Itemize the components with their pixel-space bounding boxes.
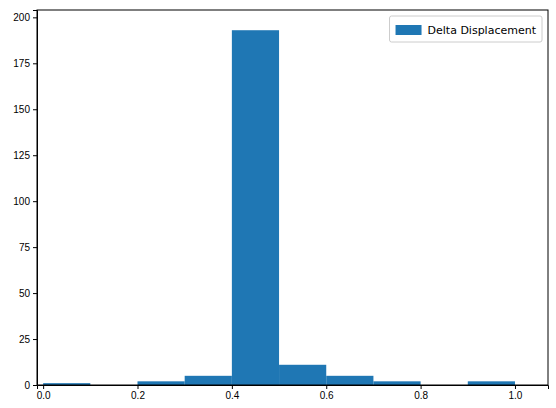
- y-tick-label: 0: [24, 380, 30, 391]
- x-tick-mark: [43, 385, 44, 389]
- x-axis-line: [38, 386, 549, 390]
- x-tick-label: 0.6: [320, 390, 334, 401]
- histogram-bar: [185, 376, 232, 385]
- y-tick: 200: [13, 12, 37, 23]
- x-tick: 0.2: [131, 385, 145, 401]
- x-tick-mark: [326, 385, 327, 389]
- y-tick-label: 150: [13, 104, 30, 115]
- x-tick-label: 0.0: [37, 390, 51, 401]
- y-tick-mark: [33, 17, 37, 18]
- x-tick-mark: [515, 385, 516, 389]
- legend-swatch: [396, 25, 422, 35]
- y-tick: 50: [19, 288, 37, 299]
- y-tick: 125: [13, 150, 37, 161]
- histogram-bar: [326, 376, 373, 385]
- x-tick: 0.6: [320, 385, 334, 401]
- histogram-bar: [279, 365, 326, 385]
- x-tick-label: 1.0: [509, 390, 523, 401]
- y-tick-mark: [33, 385, 37, 386]
- legend-item: Delta Displacement: [396, 24, 537, 37]
- y-tick-mark: [33, 247, 37, 248]
- plot: 0.0 0.2 0.4 0.6 0.8 1.0 0 25 50 75 100 125 150 175 200…: [13, 10, 548, 401]
- plot-frame: [37, 10, 548, 385]
- x-tick: 0.4: [225, 385, 239, 401]
- y-tick-label: 100: [13, 196, 30, 207]
- x-tick-mark: [232, 385, 233, 389]
- x-axis: 0.0 0.2 0.4 0.6 0.8 1.0: [37, 385, 549, 401]
- y-tick-mark: [33, 109, 37, 110]
- y-tick-mark: [33, 293, 37, 294]
- y-tick-mark: [33, 63, 37, 64]
- y-tick-mark: [33, 155, 37, 156]
- y-axis: 0 25 50 75 100 125 150 175 200: [13, 11, 37, 391]
- y-tick-mark: [33, 201, 37, 202]
- y-tick: 100: [13, 196, 37, 207]
- chart: 0.0 0.2 0.4 0.6 0.8 1.0 0 25 50 75 100 125 150 175 200…: [0, 0, 556, 408]
- x-tick-label: 0.4: [225, 390, 239, 401]
- x-tick-mark: [138, 385, 139, 389]
- y-tick-label: 200: [13, 12, 30, 23]
- legend-box: [390, 16, 542, 42]
- y-tick: 0: [24, 380, 37, 391]
- y-tick: 75: [19, 242, 37, 253]
- legend: Delta Displacement: [390, 16, 542, 42]
- y-tick: 150: [13, 104, 37, 115]
- histogram-bar: [232, 30, 279, 385]
- legend-label: Delta Displacement: [428, 24, 537, 37]
- x-tick: 0.8: [414, 385, 428, 401]
- histogram-bar: [468, 381, 515, 385]
- histogram-bar: [373, 381, 420, 385]
- y-tick: 25: [19, 334, 37, 345]
- x-tick-mark: [421, 385, 422, 389]
- y-tick-label: 175: [13, 58, 30, 69]
- y-tick-label: 125: [13, 150, 30, 161]
- x-tick: 1.0: [509, 385, 523, 401]
- y-tick-label: 75: [19, 242, 31, 253]
- x-tick: 0.0: [37, 385, 51, 401]
- x-tick-label: 0.2: [131, 390, 145, 401]
- histogram-bar: [138, 381, 185, 385]
- y-tick-label: 25: [19, 334, 31, 345]
- y-tick-mark: [33, 339, 37, 340]
- y-tick-label: 50: [19, 288, 31, 299]
- y-tick: 175: [13, 58, 37, 69]
- x-tick-label: 0.8: [414, 390, 428, 401]
- bars: [43, 30, 515, 385]
